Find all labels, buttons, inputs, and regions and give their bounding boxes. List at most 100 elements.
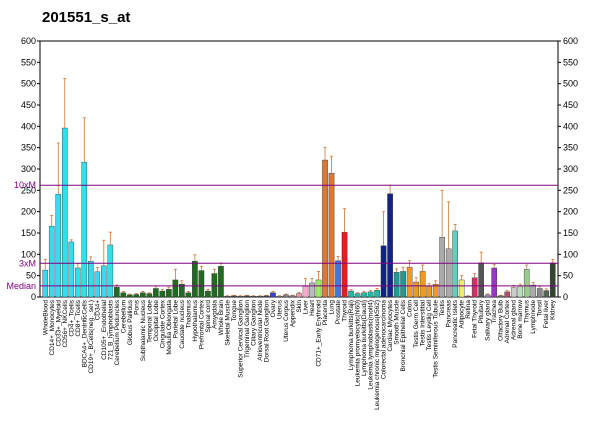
bar <box>205 290 211 298</box>
plot-frame <box>39 40 559 298</box>
y-tick-label: 50 <box>26 271 36 281</box>
y2-tick-label: 600 <box>563 36 578 46</box>
reference-label: Median <box>6 281 36 291</box>
bar <box>458 279 465 298</box>
bar <box>120 292 127 298</box>
bar <box>81 161 88 298</box>
bar <box>257 295 263 298</box>
bar <box>159 290 166 298</box>
x-tick-label: Lung <box>329 300 336 315</box>
bar <box>42 269 49 298</box>
bar <box>231 295 237 298</box>
bar <box>315 279 322 298</box>
bar <box>322 159 328 298</box>
bar <box>445 248 452 298</box>
x-tick-label: Retina <box>465 300 472 319</box>
y2-tick-label: 400 <box>563 121 578 131</box>
y2-tick-label: 50 <box>563 271 573 281</box>
x-tick-label: Smooth Muscle <box>394 300 401 345</box>
bar <box>549 262 556 298</box>
x-tick-label: Tonsil <box>537 299 544 316</box>
x-tick-label: Hypothalamus <box>192 299 199 341</box>
x-tick-label: Thyroid <box>342 300 349 322</box>
bar <box>452 230 458 298</box>
bar <box>387 193 393 298</box>
bar <box>218 266 224 298</box>
bar <box>133 294 140 298</box>
x-tick-label: Lymphnode <box>530 300 537 334</box>
bar <box>74 267 81 298</box>
bar <box>354 293 361 298</box>
y-tick-label: 550 <box>21 57 36 67</box>
bar <box>400 271 406 298</box>
bar <box>87 260 94 298</box>
bar <box>146 293 153 298</box>
bar <box>530 284 537 298</box>
x-tick-label: Cingulate Cortex <box>159 299 166 348</box>
y-tick-label: 400 <box>21 121 36 131</box>
x-tick-label: Trachea <box>491 300 498 324</box>
bar <box>185 292 192 298</box>
x-tick-label: Placenta <box>322 300 329 326</box>
bar <box>309 282 315 298</box>
x-tick-label: Trigeminal Ganglion <box>244 300 251 358</box>
y2-tick-label: 150 <box>563 228 578 238</box>
x-tick-label: CD105+_Endothelial <box>101 299 108 359</box>
bar <box>101 265 107 298</box>
x-tick-label: Parietal Lobe <box>172 300 179 339</box>
x-tick-label: Prostate <box>335 300 342 325</box>
x-tick-label: Prefrontal Cortex <box>198 299 205 349</box>
x-tick-label: Adipocyte <box>459 300 466 329</box>
x-tick-label: Globus Pallidus <box>127 299 134 345</box>
x-tick-label: Pituitary <box>478 299 485 323</box>
bar <box>510 287 517 298</box>
bar <box>497 295 504 298</box>
y-tick-label: 350 <box>21 143 36 153</box>
y2-tick-label: 250 <box>563 185 578 195</box>
x-tick-label: Medulla Oblongata <box>166 300 173 355</box>
x-tick-label: Testis Leydig Cell <box>426 299 433 350</box>
x-tick-label: CD56+_NKCells <box>62 299 69 347</box>
x-tick-label: Whole Brain <box>218 300 225 336</box>
x-tick-label: Leukemia chronic myelogenous(k562) <box>374 300 381 410</box>
bar <box>406 266 413 298</box>
x-tick-label: Testis Interstitial <box>420 299 427 346</box>
y-tick-label: 600 <box>21 36 36 46</box>
x-tick-label: Appendix <box>289 299 296 327</box>
bar <box>94 271 101 298</box>
y-tick-label: 450 <box>21 100 36 110</box>
x-tick-label: Fetal liver <box>543 299 550 328</box>
y2-tick-label: 100 <box>563 249 578 259</box>
bar <box>211 273 218 298</box>
bar <box>335 260 341 298</box>
bar <box>523 269 530 298</box>
bar <box>543 290 550 298</box>
bar <box>380 245 387 298</box>
x-tick-label: Salivary gland <box>485 300 492 341</box>
bar <box>302 286 309 298</box>
y-tick-label: 250 <box>21 185 36 195</box>
reference-label: 10xM <box>14 180 36 190</box>
bar <box>419 271 426 298</box>
chart-title: 201551_s_at <box>42 9 130 26</box>
bar <box>348 290 354 298</box>
x-tick-label: Bone marrow <box>517 300 524 339</box>
bar <box>166 289 172 298</box>
x-tick-label: Uterus <box>276 299 283 319</box>
x-tick-label: Spinal cord <box>205 300 212 333</box>
bar <box>172 279 179 298</box>
bar <box>68 241 75 298</box>
x-tick-label: Cardiac Myocytes <box>387 299 394 351</box>
x-tick-label: CD34+ <box>94 300 101 321</box>
x-tick-label: CD8+_Tcells <box>75 299 82 336</box>
bar <box>244 295 250 298</box>
bar <box>283 294 289 298</box>
x-tick-label: Skin <box>296 300 303 313</box>
x-tick-label: Cerebellum <box>120 300 127 333</box>
bar <box>198 270 205 298</box>
x-tick-label: Atrioventricular Node <box>257 300 264 361</box>
x-tick-label: Dorsal Root Ganglion <box>263 300 270 363</box>
bar <box>484 294 491 298</box>
y2-tick-label: 0 <box>563 292 568 302</box>
